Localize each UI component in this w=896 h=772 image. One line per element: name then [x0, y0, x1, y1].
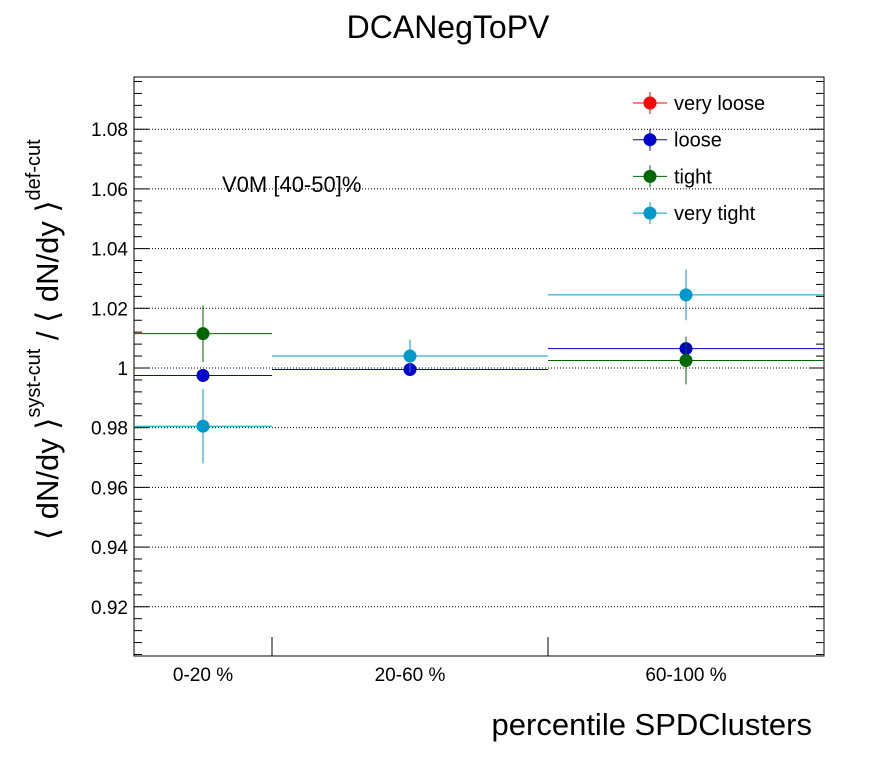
legend: very loose loose tight very tight [633, 92, 765, 225]
y-label-denominator: ⟨ dN/dy ⟩ [30, 200, 65, 322]
y-tick-label: 0.92 [91, 598, 128, 619]
x-tick-label: 60-100 % [645, 665, 726, 686]
y-tick-label: 0.96 [91, 478, 128, 499]
y-tick-label: 1.04 [91, 240, 128, 261]
legend-marker-very-loose [643, 96, 657, 110]
plot-frame [133, 76, 825, 657]
x-axis-label: percentile SPDClusters [492, 707, 812, 742]
axes: 0.92 0.94 0.96 0.98 1 1.02 1.04 1.06 1.08 0-20 % 2… [91, 80, 824, 686]
y-tick-label: 1.08 [91, 120, 128, 141]
y-tick-label: 0.94 [91, 538, 128, 559]
y-label-numerator-sup: syst-cut [23, 348, 45, 417]
legend-label-loose: loose [674, 130, 722, 152]
legend-marker-very-tight [643, 206, 657, 220]
y-tick-label: 0.98 [91, 419, 128, 440]
y-label-numerator: ⟨ dN/dy ⟩ [30, 418, 65, 540]
chart-title: DCANegToPV [347, 9, 550, 45]
data-point-very-tight [196, 419, 210, 433]
data-point-tight [196, 327, 210, 341]
y-label-denominator-sup: def-cut [23, 139, 45, 201]
y-axis-label-text: ⟨ dN/dy ⟩syst-cut / ⟨ dN/dy ⟩def-cut [23, 139, 65, 540]
data-point-very-tight [403, 349, 417, 363]
legend-label-very-loose: very loose [674, 93, 765, 115]
legend-label-tight: tight [674, 166, 712, 188]
annotation-text: V0M [40-50]% [222, 172, 361, 197]
x-tick-label: 0-20 % [173, 665, 233, 686]
data-points [134, 269, 824, 464]
legend-marker-loose [643, 133, 657, 147]
y-axis-label: ⟨ dN/dy ⟩syst-cut / ⟨ dN/dy ⟩def-cut [23, 139, 65, 540]
data-point-loose [196, 368, 210, 382]
y-tick-label: 1.06 [91, 180, 128, 201]
plot-border [133, 76, 825, 657]
data-point-very-tight [679, 288, 693, 302]
y-tick-label: 1.02 [91, 299, 128, 320]
y-tick-label: 1 [117, 359, 128, 380]
data-point-tight [679, 354, 693, 368]
grid [134, 128, 824, 608]
legend-label-very-tight: very tight [674, 203, 756, 225]
y-label-separator: / [30, 323, 65, 349]
x-tick-label: 20-60 % [375, 665, 446, 686]
legend-marker-tight [643, 169, 657, 183]
